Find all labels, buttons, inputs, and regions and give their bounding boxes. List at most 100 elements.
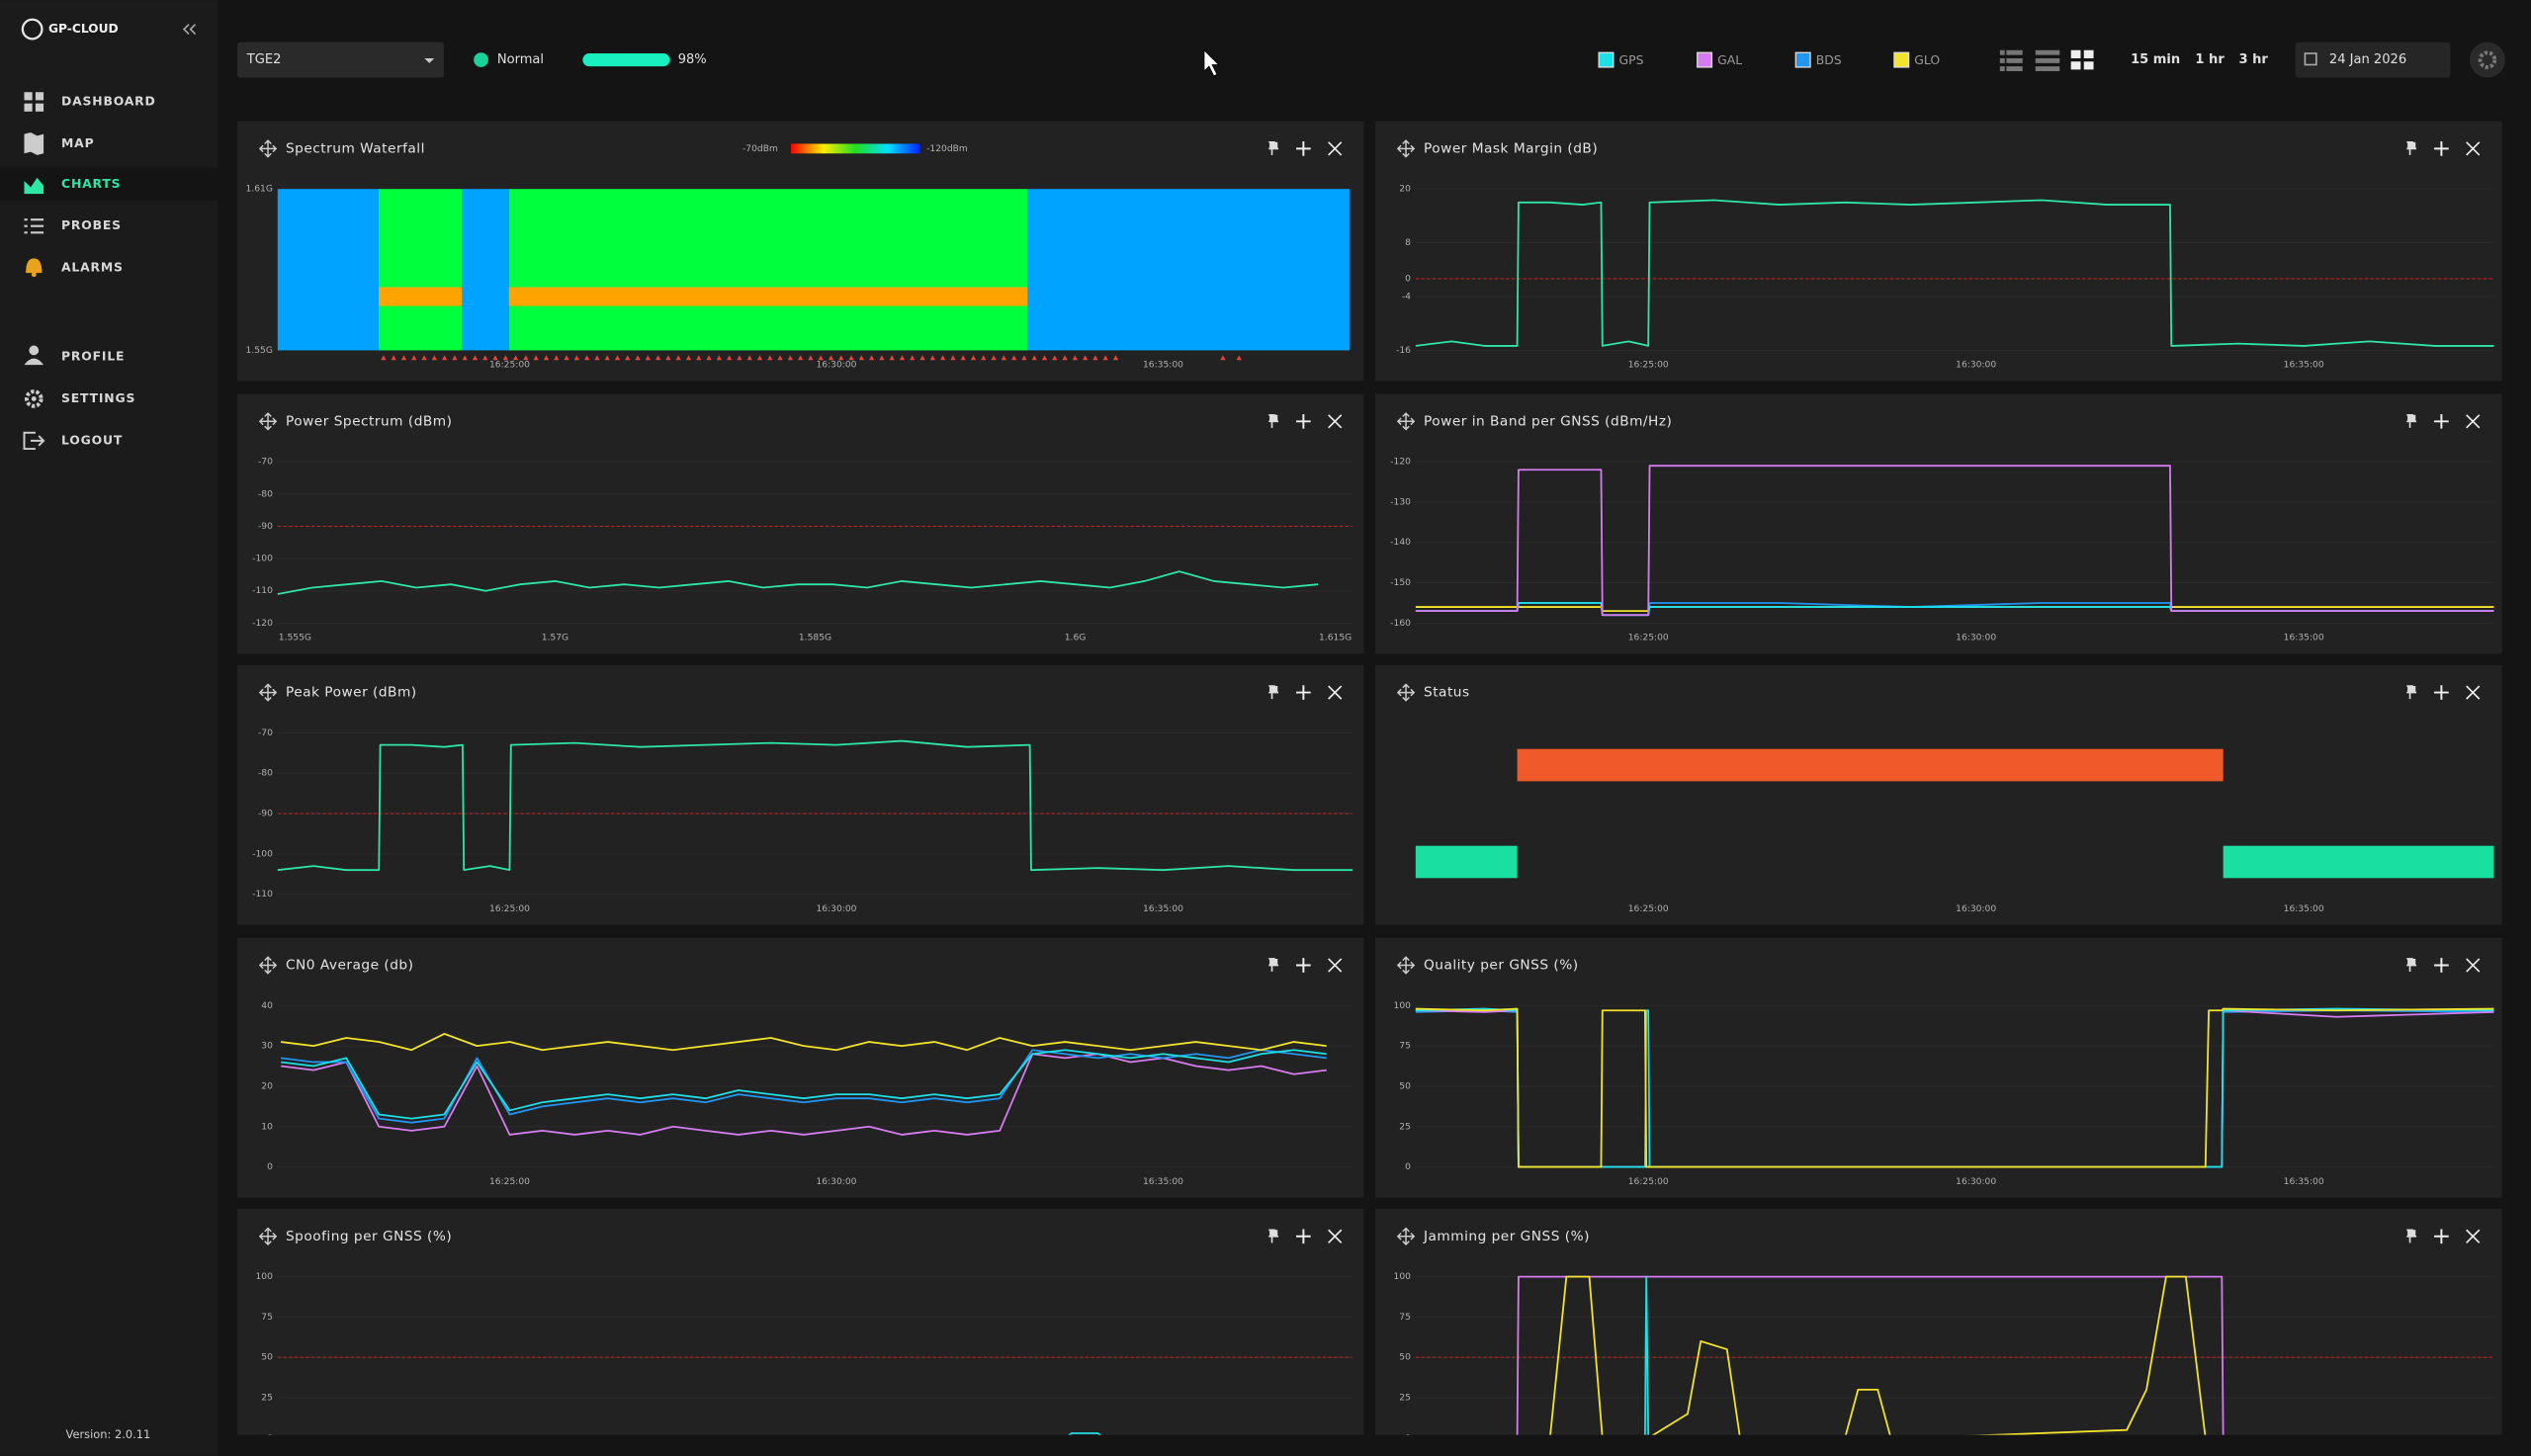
drag-handle[interactable] [1396, 412, 1416, 431]
add-button[interactable] [2434, 413, 2449, 429]
legend-swatch[interactable] [1893, 51, 1910, 68]
legend-swatch[interactable] [1794, 51, 1811, 68]
add-button[interactable] [2434, 958, 2449, 973]
drag-handle[interactable] [1396, 139, 1416, 158]
close-button[interactable] [1328, 958, 1343, 973]
drag-handle[interactable] [258, 139, 278, 158]
add-button[interactable] [1296, 1229, 1311, 1244]
drag-handle[interactable] [1396, 956, 1416, 975]
close-button[interactable] [2466, 1229, 2481, 1243]
panel-title: Quality per GNSS (%) [1424, 957, 1579, 973]
nav-label[interactable]: MAP [61, 135, 94, 150]
legend-label[interactable]: BDS [1816, 52, 1842, 67]
nav-label[interactable]: CHARTS [61, 176, 121, 191]
close-button[interactable] [1328, 685, 1343, 700]
close-button[interactable] [2466, 414, 2481, 429]
collapse-button[interactable] [182, 24, 197, 36]
pin-button[interactable] [1268, 958, 1279, 973]
health-label: 98% [678, 52, 707, 67]
add-button[interactable] [1296, 958, 1311, 973]
nav-label[interactable]: LOGOUT [61, 432, 123, 447]
nav-label[interactable]: DASHBOARD [61, 94, 156, 109]
nav-logout[interactable]: LOGOUT [23, 431, 123, 451]
legend-label[interactable]: GPS [1619, 52, 1644, 67]
series-line [1415, 1007, 2494, 1168]
pin-button[interactable] [1268, 413, 1279, 428]
panel: CN0 Average (db) 40 30 20 10 0 16:25:00 16:30:0… [237, 937, 1364, 1198]
y-tick-label: 40 [261, 1001, 273, 1011]
legend-label[interactable]: GLO [1914, 52, 1940, 67]
panel: Status 16:25:00 16:30:00 16:35:00 [1375, 664, 2502, 925]
y-tick-label: -100 [252, 849, 273, 859]
legend-swatch[interactable] [1598, 51, 1615, 68]
y-tick-label: 25 [261, 1394, 273, 1404]
pin-button[interactable] [1268, 1229, 1279, 1243]
pin-button[interactable] [2406, 1229, 2417, 1243]
add-button[interactable] [1296, 413, 1311, 429]
probe-select[interactable] [237, 42, 444, 78]
panel-bg [1375, 1209, 2502, 1435]
add-button[interactable] [2434, 1229, 2449, 1244]
legend-label[interactable]: GAL [1717, 52, 1742, 67]
pin-button[interactable] [2406, 685, 2417, 700]
panel-title: Jamming per GNSS (%) [1423, 1229, 1590, 1244]
close-button[interactable] [1328, 141, 1343, 156]
close-button[interactable] [2466, 685, 2481, 700]
probe-name[interactable]: TGE2 [246, 52, 282, 67]
x-tick-label: 16:35:00 [1143, 361, 1183, 371]
nav-profile[interactable]: PROFILE [24, 345, 125, 366]
panels: Spectrum Waterfall 1.61G 1.55G 16:25:00 16:3… [237, 121, 2502, 1435]
drag-handle[interactable] [1396, 1227, 1416, 1245]
close-button[interactable] [2466, 141, 2481, 156]
drag-handle[interactable] [258, 956, 278, 975]
nav-label[interactable]: ALARMS [61, 260, 124, 275]
close-button[interactable] [1328, 414, 1343, 429]
add-button[interactable] [1296, 141, 1311, 156]
nav-label[interactable]: PROFILE [61, 348, 125, 363]
range-button[interactable]: 1 hr [2195, 52, 2225, 67]
range-button[interactable]: 3 hr [2238, 52, 2268, 67]
date-text[interactable]: 24 Jan 2026 [2329, 52, 2406, 67]
date-picker[interactable] [2295, 42, 2451, 78]
nav-charts[interactable]: CHARTS [24, 176, 121, 195]
drag-handle[interactable] [1396, 683, 1416, 702]
close-button[interactable] [2466, 958, 2481, 973]
nav-alarms[interactable]: ALARMS [26, 258, 124, 278]
add-button[interactable] [2434, 141, 2449, 156]
add-button[interactable] [2434, 685, 2449, 700]
y-tick-label: -70 [258, 728, 273, 738]
heatmap-cell [378, 189, 463, 351]
nav-label[interactable]: PROBES [61, 217, 122, 232]
range-button[interactable]: 15 min [2131, 52, 2180, 67]
panel-bg [237, 1209, 1364, 1435]
close-button[interactable] [1328, 1229, 1343, 1243]
settings-button[interactable] [2469, 42, 2505, 78]
pin-button[interactable] [2406, 413, 2417, 428]
drag-handle[interactable] [258, 1227, 278, 1245]
layout-buttons[interactable] [1999, 49, 2094, 72]
pin-button[interactable] [1268, 685, 1279, 700]
drag-handle[interactable] [258, 412, 278, 431]
nav-dashboard[interactable]: DASHBOARD [24, 92, 155, 112]
series-line [1415, 465, 2494, 617]
drag-handle[interactable] [258, 683, 278, 702]
x-tick-label: 16:25:00 [1628, 634, 1669, 643]
x-tick-label: 1.6G [1065, 634, 1087, 643]
x-tick-label: 16:35:00 [2284, 904, 2324, 914]
nav-settings[interactable]: SETTINGS [24, 389, 135, 408]
add-button[interactable] [1296, 685, 1311, 700]
y-tick-label: -110 [252, 586, 273, 596]
panel-bg [237, 393, 1364, 654]
pin-button[interactable] [1268, 141, 1279, 155]
x-tick-label: 16:25:00 [489, 1177, 530, 1187]
y-tick-label: -80 [258, 489, 273, 499]
nav-map[interactable]: MAP [24, 132, 94, 155]
y-tick-label: 25 [1399, 1122, 1411, 1132]
pin-button[interactable] [2406, 958, 2417, 973]
nav-label[interactable]: SETTINGS [61, 390, 135, 405]
legend-swatch[interactable] [1697, 51, 1713, 68]
nav-probes[interactable]: PROBES [24, 217, 122, 234]
y-tick-label: 50 [1399, 1081, 1411, 1091]
series-line [281, 1032, 1327, 1052]
pin-button[interactable] [2406, 141, 2417, 155]
